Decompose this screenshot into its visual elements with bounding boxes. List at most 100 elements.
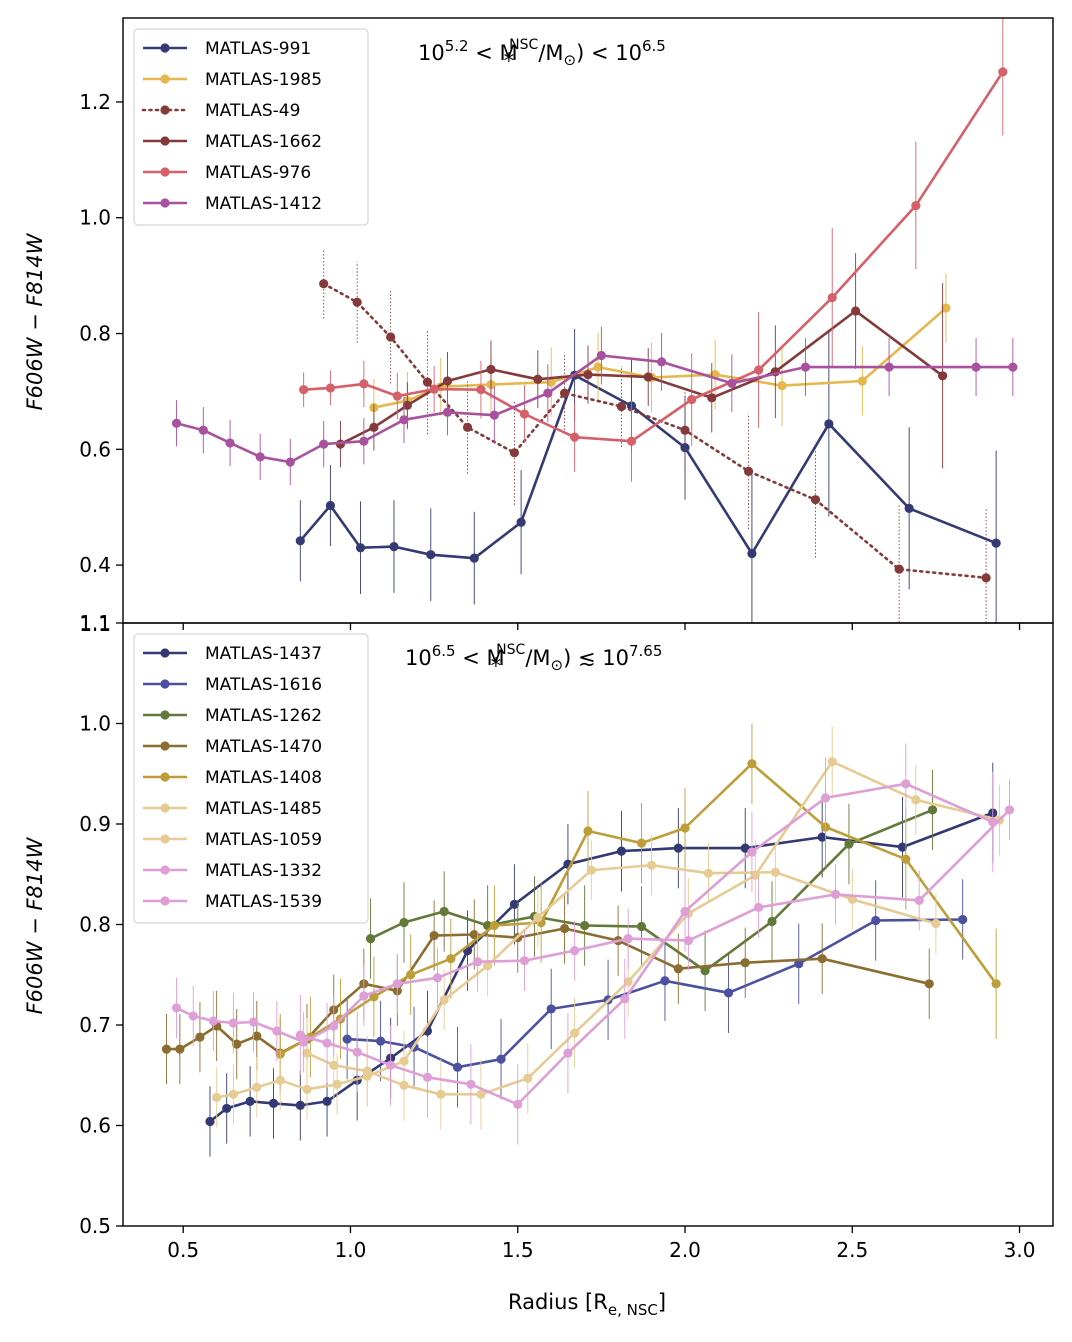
bottom-data-point bbox=[523, 1073, 533, 1083]
top-series-line bbox=[303, 71, 1004, 443]
top-data-point bbox=[285, 457, 295, 467]
top-data-point bbox=[402, 400, 412, 410]
bottom-data-point bbox=[546, 1004, 556, 1014]
bottom-data-point bbox=[519, 956, 530, 966]
bottom-data-point bbox=[342, 1034, 352, 1044]
bottom-legend-swatch-marker bbox=[160, 710, 170, 720]
annot-mass-symbol: < M bbox=[456, 646, 505, 670]
top-data-point bbox=[616, 401, 627, 412]
bottom-data-point bbox=[817, 954, 827, 964]
bottom-data-point bbox=[636, 921, 647, 932]
top-data-point bbox=[626, 436, 637, 446]
bottom-data-point bbox=[586, 865, 596, 875]
bottom-series-matlas-1059 bbox=[302, 726, 1005, 1130]
top-data-point bbox=[938, 371, 948, 381]
bottom-data-point bbox=[673, 964, 683, 974]
bottom-legend-label: MATLAS-1408 bbox=[205, 768, 322, 788]
top-data-point bbox=[442, 407, 453, 417]
bottom-data-point bbox=[513, 1099, 523, 1109]
annot-exponent: 7.65 bbox=[629, 642, 662, 660]
bottom-data-point bbox=[302, 1084, 312, 1094]
bottom-data-point bbox=[359, 991, 369, 1001]
top-data-point bbox=[352, 297, 362, 307]
top-data-point bbox=[559, 388, 570, 398]
top-legend: MATLAS-991 MATLAS-1985 MATLAS-49 MATLAS-166… bbox=[133, 28, 369, 226]
bottom-series-line bbox=[347, 918, 963, 1069]
top-data-point bbox=[911, 200, 921, 211]
top-data-point bbox=[198, 425, 208, 435]
bottom-data-point bbox=[740, 843, 750, 853]
bottom-data-point bbox=[750, 870, 760, 880]
bottom-data-point bbox=[245, 1096, 255, 1106]
top-mass-range-annotation: 105.2 < M*NSC/M⊙) < 106.5 bbox=[418, 37, 666, 73]
annot-nsc-superscript: NSC bbox=[509, 37, 538, 53]
bottom-data-point bbox=[620, 994, 630, 1004]
top-data-point bbox=[295, 536, 305, 546]
bottom-data-point bbox=[901, 779, 911, 789]
bottom-data-point bbox=[175, 1044, 185, 1054]
annot-sun-subscript: ⊙ bbox=[564, 51, 577, 69]
bottom-data-point bbox=[827, 757, 837, 767]
bottom-data-point bbox=[452, 1062, 463, 1072]
bottom-data-point bbox=[205, 1116, 215, 1127]
bottom-data-point bbox=[509, 899, 520, 910]
bottom-data-point bbox=[386, 1060, 396, 1070]
bottom-data-point bbox=[897, 842, 908, 852]
top-data-point bbox=[469, 553, 479, 563]
bottom-data-point bbox=[703, 868, 714, 878]
bottom-data-point bbox=[747, 847, 757, 857]
bottom-data-point bbox=[322, 1038, 332, 1048]
bottom-data-point bbox=[212, 1092, 222, 1102]
bottom-data-point bbox=[483, 961, 493, 971]
bottom-data-point bbox=[559, 923, 570, 934]
top-data-point bbox=[516, 517, 526, 527]
bottom-y-tick-label: 1.1 bbox=[79, 611, 111, 635]
bottom-data-point bbox=[623, 977, 633, 987]
bottom-data-layer bbox=[161, 723, 1015, 1157]
top-legend-label: MATLAS-1985 bbox=[205, 70, 322, 90]
x-axis-label: Radius [Re, NSC] bbox=[508, 1290, 666, 1319]
bottom-data-point bbox=[636, 838, 647, 848]
bottom-data-point bbox=[436, 1089, 446, 1099]
bottom-legend-swatch-marker bbox=[160, 834, 170, 844]
bottom-data-point bbox=[222, 1103, 232, 1114]
top-series-matlas-49 bbox=[319, 249, 991, 623]
top-data-point bbox=[680, 442, 690, 453]
top-data-point bbox=[894, 564, 904, 574]
bottom-series-line bbox=[306, 760, 1000, 1096]
bottom-x-tick-label: 0.5 bbox=[167, 1238, 199, 1262]
annot-star-subscript: * bbox=[504, 49, 515, 73]
bottom-data-point bbox=[931, 918, 941, 929]
annot-exponent: 5.2 bbox=[445, 37, 469, 55]
bottom-data-point bbox=[767, 916, 777, 927]
top-data-point bbox=[998, 67, 1008, 77]
bottom-data-point bbox=[362, 1066, 372, 1076]
bottom-data-point bbox=[302, 1048, 312, 1058]
top-data-point bbox=[171, 418, 182, 428]
top-data-point bbox=[810, 495, 821, 505]
bottom-legend-swatch-marker bbox=[160, 679, 170, 689]
bottom-data-point bbox=[322, 1096, 332, 1106]
annot-solar-mass: /M bbox=[525, 646, 550, 670]
top-data-point bbox=[680, 425, 690, 435]
bottom-data-point bbox=[844, 839, 854, 849]
bottom-data-point bbox=[473, 957, 483, 967]
bottom-data-point bbox=[616, 846, 627, 856]
bottom-data-point bbox=[188, 1011, 198, 1021]
top-data-point bbox=[543, 388, 553, 398]
annot-upper: ) < 10 bbox=[576, 41, 642, 65]
bottom-legend-swatch-marker bbox=[160, 648, 170, 658]
top-data-point bbox=[359, 436, 369, 446]
top-data-point bbox=[319, 439, 329, 449]
top-series-line bbox=[176, 354, 1013, 464]
top-data-point bbox=[369, 422, 379, 432]
bottom-legend-label: MATLAS-1332 bbox=[205, 861, 322, 881]
bottom-data-point bbox=[623, 933, 633, 944]
top-data-point bbox=[777, 381, 787, 391]
bottom-data-point bbox=[161, 1044, 172, 1054]
top-data-point bbox=[991, 538, 1001, 548]
bottom-data-point bbox=[563, 1048, 573, 1058]
bottom-data-point bbox=[914, 895, 924, 905]
top-data-point bbox=[255, 452, 265, 462]
top-legend-swatch-marker bbox=[160, 74, 170, 84]
